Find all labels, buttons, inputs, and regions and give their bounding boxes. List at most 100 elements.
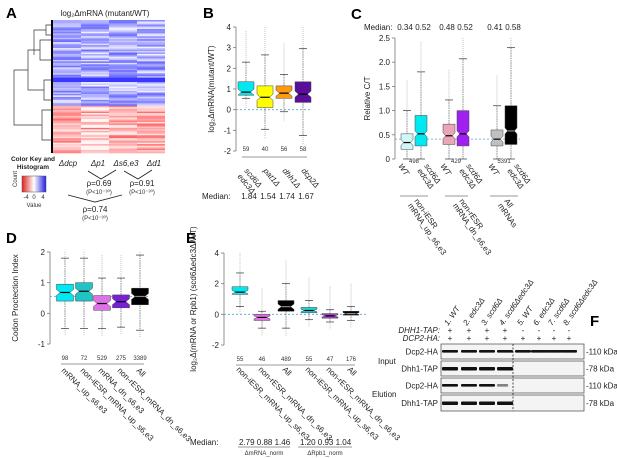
y-tick-label: 2 [41, 248, 46, 257]
heatmap-cell [137, 120, 165, 123]
heatmap-cell [109, 119, 137, 121]
panel-c: C Median: 0 0.5 1.0 1.5 2.0 2.5 Relative C/T 0… [351, 6, 533, 257]
heatmap-cell [137, 24, 165, 27]
heatmap-cell [109, 105, 137, 108]
box [300, 277, 318, 328]
heatmap-cell [109, 20, 137, 22]
group-label: AllmRNAs [496, 197, 526, 229]
box [256, 27, 274, 140]
heatmap-cell [53, 101, 81, 104]
genotype-sign: + [537, 334, 542, 343]
count-label: 98 [62, 356, 69, 362]
count-label: 46 [259, 357, 266, 363]
heatmap-cell [81, 20, 109, 22]
heatmap-cell [109, 49, 137, 52]
heatmap-cell [53, 90, 81, 93]
genotype-sign: + [448, 326, 453, 335]
genotype-label: DCP2-HA: [403, 334, 440, 343]
heatmap-cell [53, 71, 81, 74]
median-value: 0.41 [487, 23, 503, 32]
heatmap-cell [137, 147, 165, 149]
heatmap-cell [81, 74, 109, 77]
heatmap-cell [81, 151, 109, 154]
heatmap-cell [53, 86, 81, 89]
heatmap-cell [53, 25, 81, 28]
y-tick-label: 2.5 [379, 34, 391, 43]
heatmap-cell [81, 21, 109, 24]
genotype-sign: + [448, 334, 453, 343]
box-body [275, 85, 293, 99]
heatmap-cell [81, 123, 109, 126]
heatmap-cell [81, 49, 109, 52]
heatmap-cell [81, 105, 109, 108]
kda-label: -110 kDa [586, 382, 617, 391]
heatmap-cell [137, 71, 165, 74]
heatmap-cell [81, 127, 109, 130]
kda-label: -110 kDa [586, 348, 617, 357]
heatmap-cell [53, 64, 81, 67]
heatmap-cell [137, 40, 165, 43]
genotype-sign: - [522, 326, 525, 335]
count-label: 55 [306, 357, 313, 363]
heatmap-cell [109, 114, 137, 117]
heatmap-cell [81, 85, 109, 87]
count-label: 58 [300, 147, 307, 153]
column-label: Δdcp [58, 159, 78, 168]
heatmap-cell [137, 55, 165, 58]
heatmap-cell [109, 42, 137, 44]
box [75, 252, 93, 337]
heatmap-cell [81, 56, 109, 59]
heatmap-cell [53, 33, 81, 36]
heatmap-cell [109, 95, 137, 98]
heatmap-cell [53, 107, 81, 109]
heatmap-cell [53, 61, 81, 64]
heatmap-cell [53, 83, 81, 86]
heatmap-cell [81, 36, 109, 39]
band [497, 367, 513, 371]
heatmap-cell [109, 124, 137, 127]
median-values-mrna: 2.79 0.88 1.46 [239, 438, 291, 447]
heatmap-cell [53, 108, 81, 111]
heatmap-cell [137, 105, 165, 108]
heatmap-cell [109, 73, 137, 75]
count-label: 176 [346, 357, 357, 363]
section-label: Elution [372, 390, 396, 399]
heatmap-cell [81, 142, 109, 145]
correlation-p: (P<10⁻³⁰) [82, 215, 108, 222]
heatmap-cell [53, 98, 81, 101]
heatmap-cell [53, 56, 81, 59]
heatmap-cell [53, 20, 81, 22]
heatmap-cell [53, 22, 81, 25]
heatmap-cell [81, 141, 109, 143]
heatmap-cell [137, 27, 165, 30]
heatmap-cell [109, 46, 137, 49]
heatmap-cell [53, 40, 81, 43]
heatmap-cell [137, 28, 165, 31]
heatmap-cell [137, 62, 165, 65]
heatmap-cell [81, 79, 109, 81]
heatmap-cell [109, 68, 137, 71]
blot-strip: Dhh1-TAP -78 kDa [401, 360, 615, 377]
genotype-sign: - [568, 326, 571, 335]
band [461, 350, 477, 353]
heatmap-cell [109, 147, 137, 149]
band [442, 350, 458, 353]
heatmap-cell [137, 90, 165, 93]
heatmap-cell [109, 129, 137, 132]
heatmap-cell [53, 129, 81, 132]
heatmap-cell [137, 129, 165, 132]
y-tick-label: 0 [215, 310, 220, 319]
heatmap-cell [109, 87, 137, 90]
heatmap-cell [81, 111, 109, 114]
heatmap-cell [109, 144, 137, 146]
color-key-title: Color Key and Histogram [10, 156, 56, 171]
heatmap-cell [81, 67, 109, 70]
heatmap-cell [109, 104, 137, 107]
band [497, 384, 509, 387]
heatmap-cell [53, 136, 81, 139]
heatmap-cell [109, 74, 137, 77]
heatmap-cell [137, 67, 165, 70]
y-tick-label: 1 [227, 85, 232, 94]
heatmap-cell [137, 42, 165, 44]
heatmap-cell [53, 70, 81, 73]
